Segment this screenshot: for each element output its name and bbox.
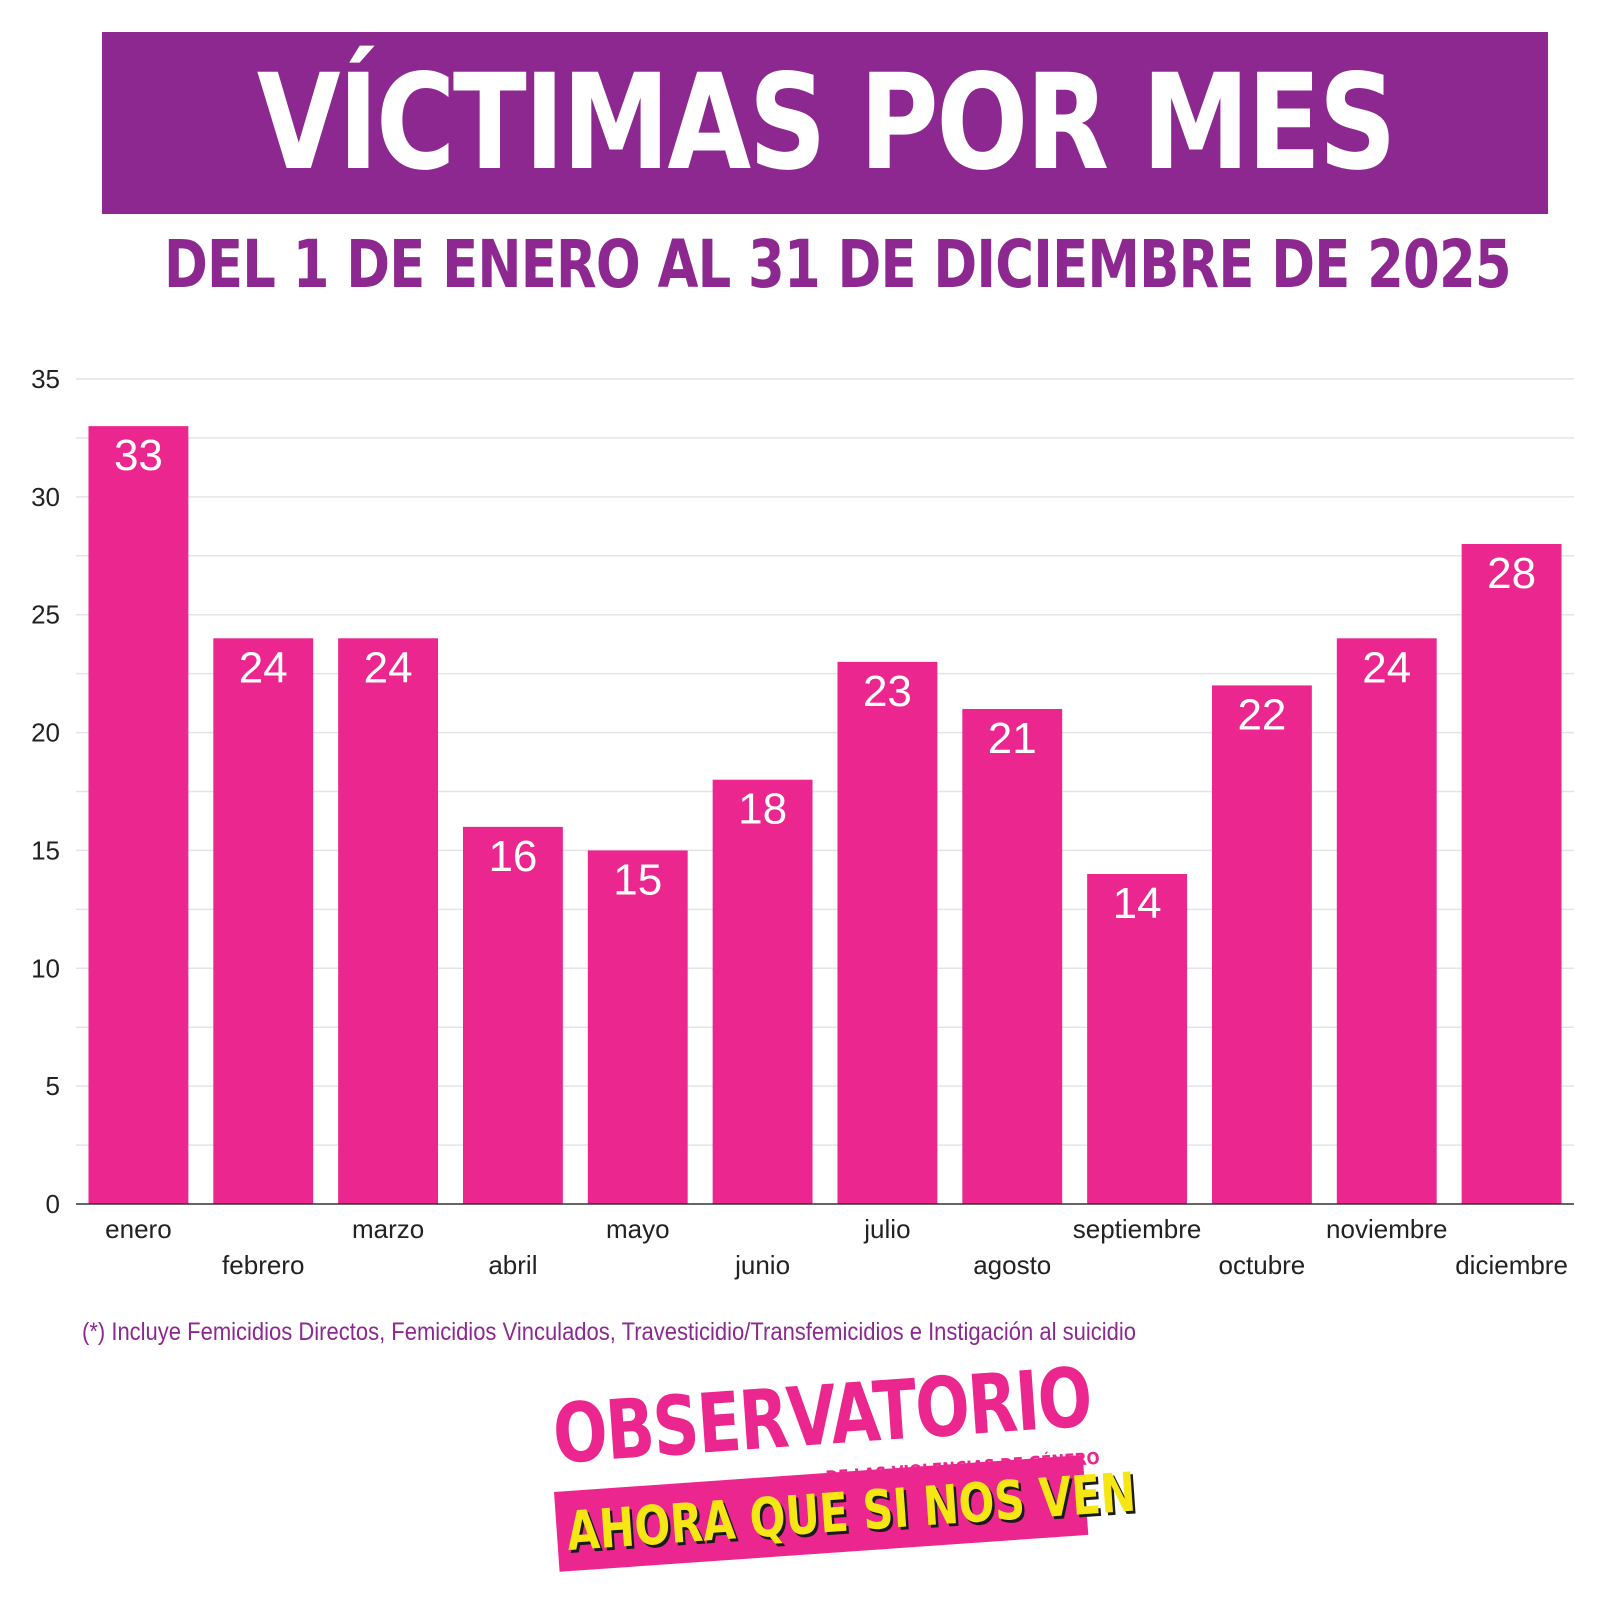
data-label: 28 xyxy=(1487,549,1536,598)
x-axis-ticks: enero febrero marzo abril mayo junio julio agos… xyxy=(105,1214,1568,1280)
observatorio-logo: OBSERVATORIO DE LAS VIOLENCIAS DE GÉNERO… xyxy=(550,1350,1138,1590)
data-label: 14 xyxy=(1113,879,1162,928)
y-tick-label: 25 xyxy=(31,600,60,630)
x-tick-label: noviembre xyxy=(1326,1214,1447,1244)
x-tick-label: septiembre xyxy=(1073,1214,1202,1244)
chart-title: VÍCTIMAS POR MES xyxy=(256,46,1396,200)
y-tick-label: 35 xyxy=(31,364,60,394)
data-label: 33 xyxy=(114,431,163,480)
data-label: 16 xyxy=(488,832,537,881)
y-tick-label: 30 xyxy=(31,482,60,512)
bar-septiembre xyxy=(1087,874,1188,1204)
bar-enero xyxy=(88,426,189,1205)
x-tick-label: marzo xyxy=(352,1214,424,1244)
y-axis-ticks: 0 5 10 15 20 25 30 35 xyxy=(31,364,60,1219)
grid-lines xyxy=(76,378,1574,1146)
x-tick-label: agosto xyxy=(973,1250,1051,1280)
data-label: 21 xyxy=(988,714,1037,763)
y-tick-label: 20 xyxy=(31,718,60,748)
x-tick-label: enero xyxy=(105,1214,172,1244)
bar-diciembre xyxy=(1461,544,1562,1204)
x-tick-label: julio xyxy=(863,1214,910,1244)
data-label: 15 xyxy=(613,855,662,904)
x-tick-label: junio xyxy=(734,1250,790,1280)
bar-junio xyxy=(712,779,813,1204)
bars: 33 24 24 16 15 18 23 21 14 22 24 28 xyxy=(88,426,1562,1205)
x-tick-label: octubre xyxy=(1219,1250,1306,1280)
bar-febrero xyxy=(213,638,314,1204)
bar-noviembre xyxy=(1336,638,1437,1204)
data-label: 24 xyxy=(1362,643,1411,692)
x-tick-label: abril xyxy=(488,1250,537,1280)
bar-agosto xyxy=(962,709,1063,1204)
chart-subtitle: DEL 1 DE ENERO AL 31 DE DICIEMBRE DE 202… xyxy=(164,226,1512,303)
data-label: 24 xyxy=(364,643,413,692)
footnote: (*) Incluye Femicidios Directos, Femicid… xyxy=(82,1318,1136,1346)
data-label: 18 xyxy=(738,785,787,834)
data-label: 24 xyxy=(239,643,288,692)
bar-julio xyxy=(837,661,938,1204)
title-banner: VÍCTIMAS POR MES xyxy=(102,32,1548,214)
bar-marzo xyxy=(338,638,439,1204)
y-tick-label: 15 xyxy=(31,835,60,865)
x-tick-label: febrero xyxy=(222,1250,304,1280)
x-tick-label: diciembre xyxy=(1455,1250,1568,1280)
data-label: 23 xyxy=(863,667,912,716)
data-label: 22 xyxy=(1237,690,1286,739)
x-tick-label: mayo xyxy=(606,1214,670,1244)
y-tick-label: 10 xyxy=(31,953,60,983)
y-tick-label: 5 xyxy=(46,1071,60,1101)
y-tick-label: 0 xyxy=(46,1189,60,1219)
bar-mayo xyxy=(587,850,688,1204)
bar-abril xyxy=(462,826,563,1204)
bar-octubre xyxy=(1211,685,1312,1204)
